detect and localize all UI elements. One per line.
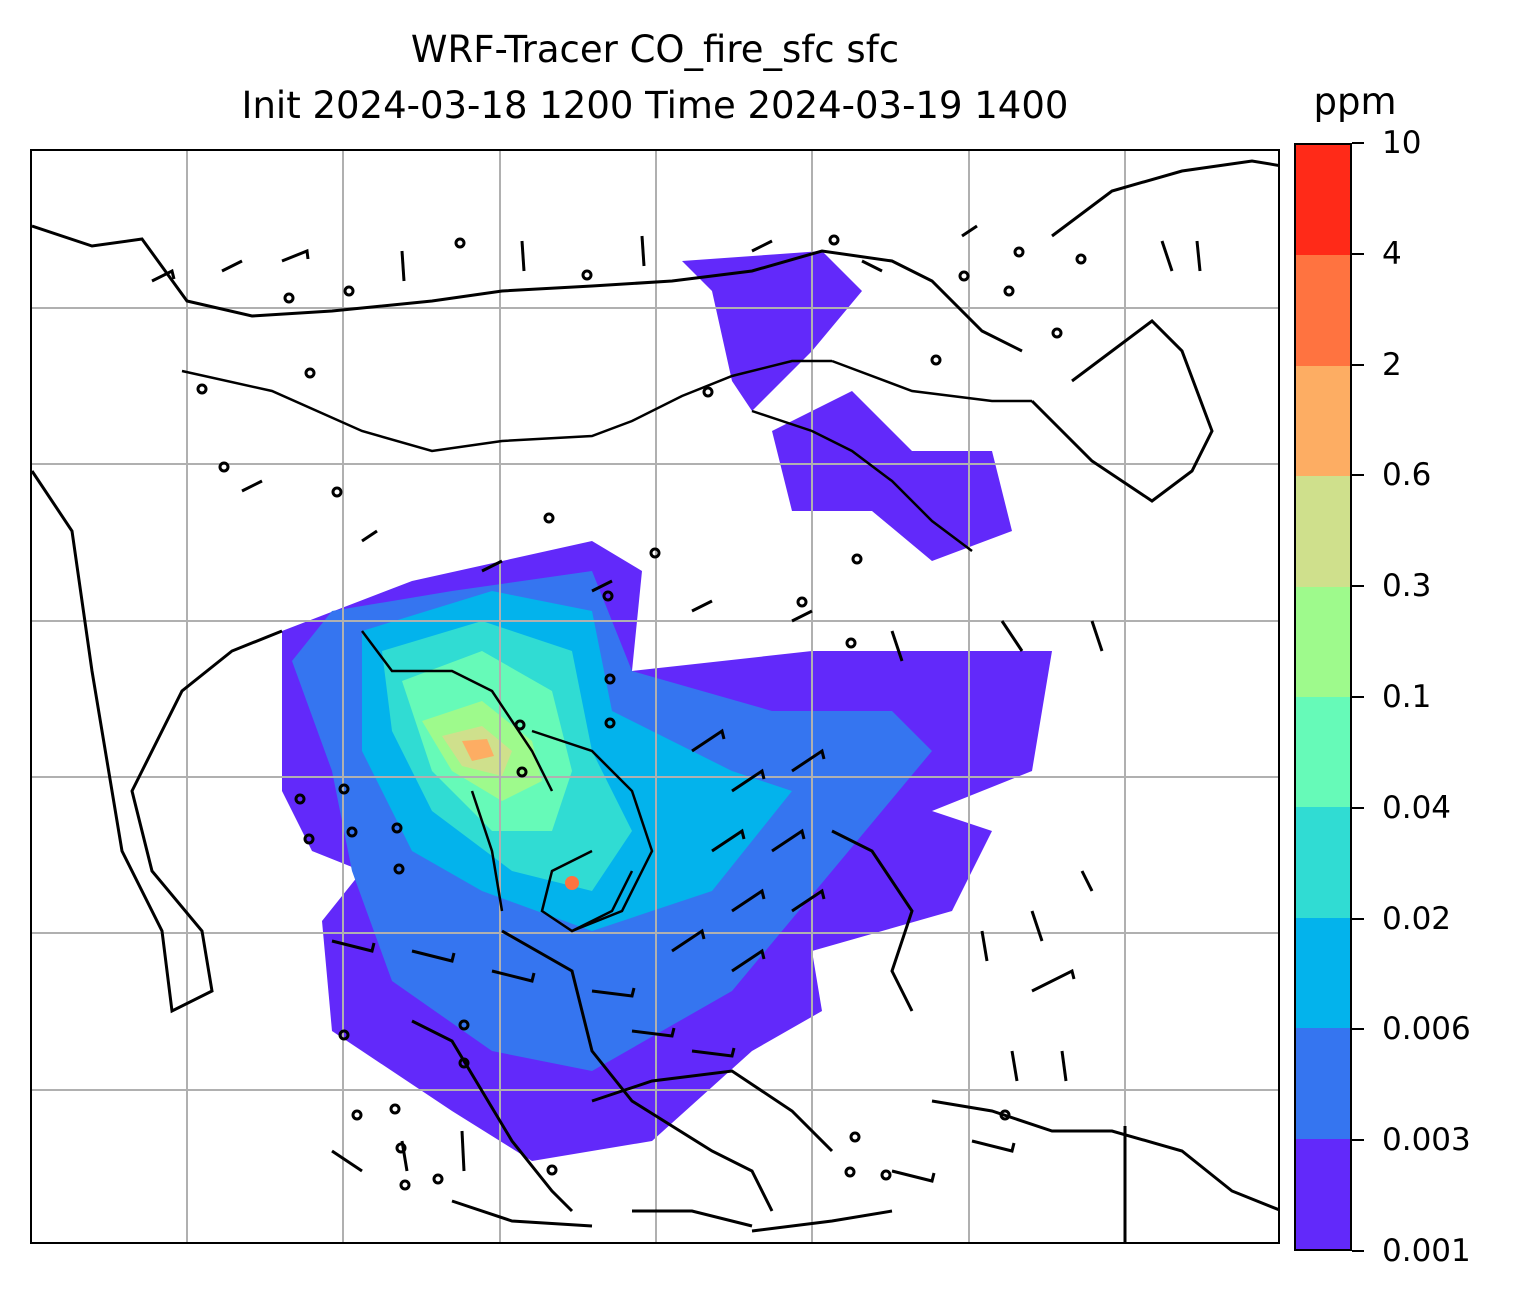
colorbar xyxy=(1294,143,1352,1251)
plume-lowest-northeast xyxy=(682,251,862,411)
colorbar-segment xyxy=(1296,807,1350,918)
plume-hotspot xyxy=(462,739,494,761)
colorbar-segment xyxy=(1296,917,1350,1029)
colorbar-tick xyxy=(1352,806,1364,809)
colorbar-segment xyxy=(1296,255,1350,366)
colorbar-tick-label: 10 xyxy=(1382,125,1422,161)
map-panel[interactable] xyxy=(30,149,1280,1244)
plot-title-line1: WRF-Tracer CO_fire_sfc sfc xyxy=(410,28,900,71)
colorbar-unit-label: ppm xyxy=(1313,80,1397,123)
colorbar-tick xyxy=(1352,917,1364,920)
colorbar-tick xyxy=(1352,1250,1364,1252)
colorbar-segment xyxy=(1296,1138,1350,1249)
colorbar-tick-label: 2 xyxy=(1382,346,1402,383)
colorbar-segment xyxy=(1296,586,1350,697)
plume-lowest-north xyxy=(772,391,1012,561)
colorbar-tick-label: 0.02 xyxy=(1382,900,1452,937)
country-borders xyxy=(181,359,1032,933)
colorbar-tick-label: 0.003 xyxy=(1382,1122,1471,1159)
colorbar-tick-label: 0.3 xyxy=(1382,568,1432,605)
colorbar-tick-label: 0.6 xyxy=(1382,457,1432,494)
colorbar-segment xyxy=(1296,365,1350,477)
colorbar-segment xyxy=(1296,1028,1350,1139)
colorbar-tick xyxy=(1352,474,1364,477)
colorbar-segment xyxy=(1296,476,1350,587)
colorbar-tick xyxy=(1352,142,1364,144)
colorbar-segment xyxy=(1296,144,1350,256)
map-canvas xyxy=(32,151,1278,1242)
colorbar-tick xyxy=(1352,696,1364,698)
grid-lines xyxy=(32,151,1278,1242)
calm-wind-circles xyxy=(196,234,1087,1191)
colorbar-tick xyxy=(1352,252,1364,255)
coastlines xyxy=(32,159,1278,1242)
colorbar-tick-label: 0.1 xyxy=(1382,679,1432,715)
plot-title-line2: Init 2024-03-18 1200 Time 2024-03-19 140… xyxy=(241,84,1069,127)
colorbar-tick-label: 4 xyxy=(1382,235,1402,272)
colorbar-tick xyxy=(1352,1028,1364,1031)
colorbar-tick xyxy=(1352,585,1364,588)
colorbar-tick xyxy=(1352,1139,1364,1142)
plume-hotspot-small xyxy=(565,876,579,890)
colorbar-tick-label: 0.001 xyxy=(1382,1233,1471,1269)
colorbar-tick-label: 0.04 xyxy=(1382,789,1452,826)
colorbar-segment xyxy=(1296,696,1350,808)
colorbar-tick xyxy=(1352,363,1364,366)
colorbar-tick-label: 0.006 xyxy=(1382,1011,1471,1048)
wind-barbs xyxy=(151,224,1202,1183)
co-plume-layer xyxy=(282,251,1052,1161)
